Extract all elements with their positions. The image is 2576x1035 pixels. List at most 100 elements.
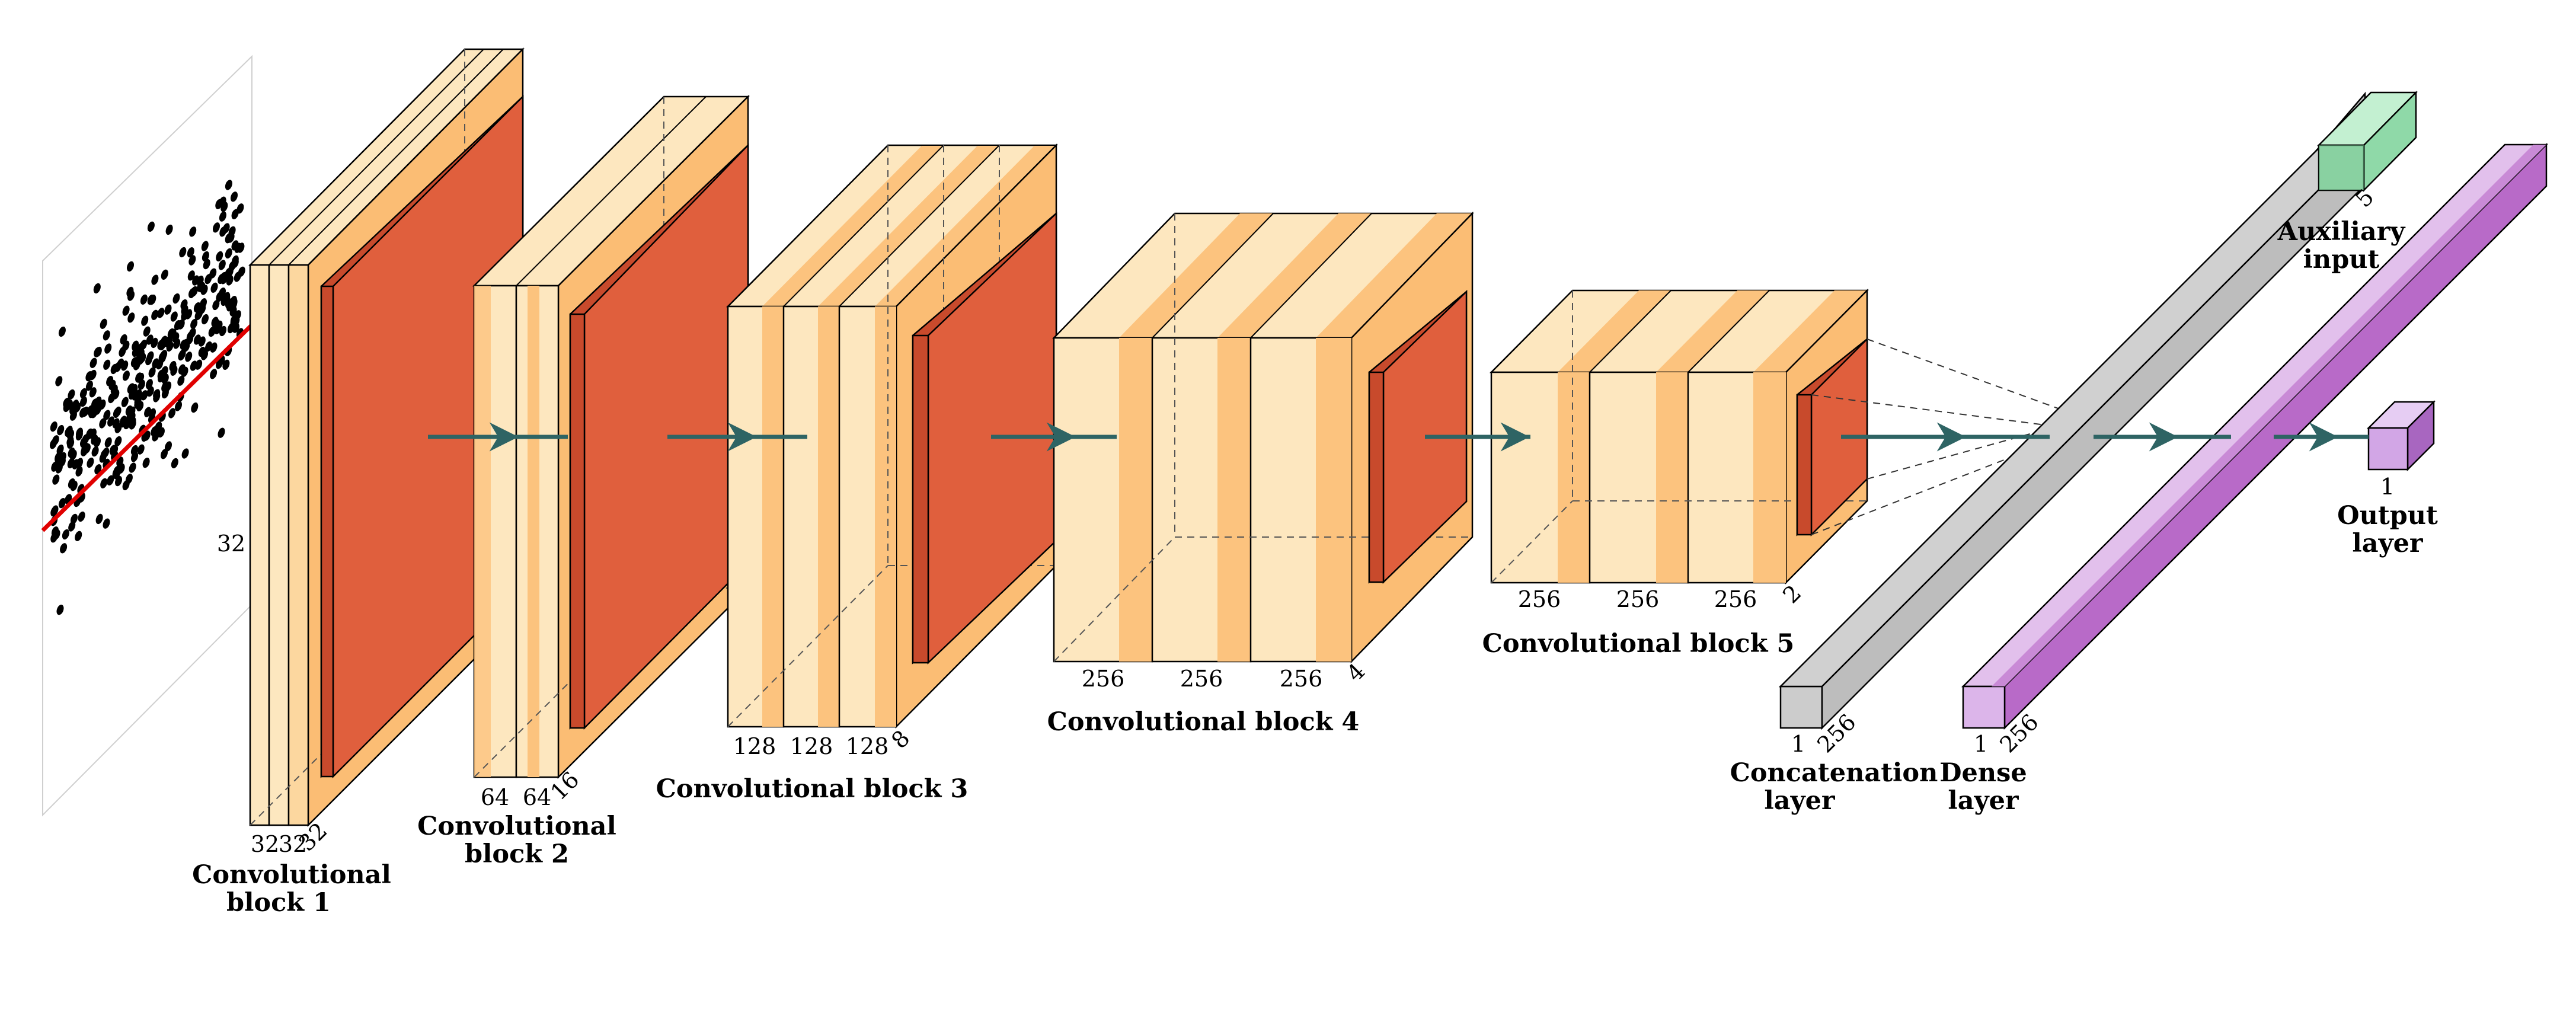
scatter-point	[89, 387, 97, 398]
scatter-point	[95, 513, 103, 525]
scatter-point	[190, 318, 198, 330]
scatter-point	[210, 369, 218, 379]
output-caption: layer	[2352, 529, 2424, 558]
block4-caption: Convolutional block 4	[1047, 707, 1360, 737]
scatter-point	[107, 475, 114, 485]
scatter-point	[181, 448, 189, 459]
scatter-point	[188, 328, 196, 338]
scatter-point	[178, 349, 186, 360]
scatter-point	[55, 376, 63, 386]
scatter-point	[146, 386, 154, 397]
block1-layer	[287, 264, 309, 826]
scatter-point	[76, 458, 84, 468]
scatter-point	[51, 461, 59, 472]
scatter-point	[93, 437, 101, 448]
scatter-point	[170, 311, 178, 322]
block4-top-stripe	[1119, 213, 1273, 338]
scatter-point	[201, 241, 209, 251]
scatter-point	[178, 364, 186, 375]
scatter-point	[238, 266, 245, 277]
scatter-point	[145, 354, 153, 366]
block3-layer-stripe	[818, 306, 839, 727]
scatter-point	[70, 481, 78, 491]
block3-layer-stripe	[875, 306, 896, 727]
scatter-point	[65, 400, 73, 410]
block5-top-stripe	[1753, 290, 1867, 372]
block3-pool-edge	[912, 334, 929, 664]
output-width-label: 1	[2380, 474, 2395, 500]
scatter-point	[174, 320, 181, 331]
scatter-point	[130, 452, 139, 462]
scatter-point	[215, 199, 223, 209]
scatter-point	[125, 405, 133, 416]
scatter-point	[52, 474, 60, 485]
scatter-point	[227, 322, 235, 334]
block5-layer-stripe	[1656, 372, 1688, 583]
scatter-point	[122, 370, 130, 381]
scatter-point	[103, 410, 111, 420]
scatter-point	[140, 294, 148, 305]
scatter-point	[170, 365, 178, 376]
scatter-point	[114, 475, 123, 487]
scatter-point	[100, 478, 108, 488]
scatter-point	[67, 438, 75, 449]
scatter-point	[148, 367, 156, 378]
scatter-point	[157, 339, 165, 350]
block3-width-label: 128	[790, 733, 833, 759]
scatter-point	[99, 418, 107, 429]
block1-pool-edge	[320, 285, 334, 778]
conv-block-5: 256 256 256 2 Convolutional block 5	[1482, 288, 1869, 659]
scatter-point	[122, 340, 130, 351]
scatter-point	[144, 407, 152, 417]
scatter-point	[79, 388, 87, 399]
scatter-point	[79, 396, 87, 407]
scatter-point	[225, 248, 232, 259]
scatter-point	[146, 334, 154, 345]
block5-depth-lines	[1589, 290, 1770, 373]
scatter-point	[90, 357, 97, 368]
scatter-point	[126, 261, 135, 272]
block2-depth-lines	[516, 96, 707, 286]
scatter-point	[57, 424, 65, 436]
scatter-point	[180, 339, 187, 350]
block4-layer-stripe	[1119, 338, 1152, 662]
scatter-point	[111, 445, 119, 455]
scatter-point	[69, 449, 77, 461]
concat-width-label: 1	[1791, 731, 1805, 757]
block3-top-stripe	[875, 145, 1056, 306]
scatter-point	[192, 275, 200, 286]
scatter-point	[165, 224, 173, 235]
scatter-point	[93, 283, 101, 294]
concat-front	[1779, 685, 1823, 729]
scatter-point	[75, 531, 82, 541]
block4-top-stripe	[1217, 213, 1372, 338]
scatter-point	[219, 325, 227, 337]
scatter-point	[165, 337, 172, 348]
scatter-point	[157, 308, 165, 318]
block2-width-label: 64	[523, 784, 551, 810]
scatter-point	[187, 247, 194, 258]
scatter-point	[185, 352, 193, 362]
block1-caption: block 1	[226, 888, 331, 918]
block2-layer-stripe	[474, 286, 491, 777]
scatter-point	[157, 427, 165, 438]
block2-caption: Convolutional	[417, 812, 616, 841]
dense-top-stripe	[1992, 145, 2546, 686]
block2-pool-edge	[569, 313, 586, 729]
scatter-point	[179, 247, 187, 258]
scatter-point	[79, 407, 87, 418]
scatter-point	[172, 293, 180, 304]
conv-block-2: 64 64 16 Convolutional block 2	[417, 94, 750, 869]
scatter-point	[62, 529, 69, 540]
block4-pool-edge	[1368, 371, 1385, 583]
scatter-point	[212, 222, 220, 233]
scatter-point	[153, 389, 161, 400]
scatter-point	[114, 362, 122, 372]
scatter-point	[230, 299, 238, 310]
scatter-point	[129, 419, 136, 430]
scatter-point	[230, 191, 238, 202]
scatter-point	[78, 511, 85, 522]
aux-caption: Auxiliary	[2277, 217, 2406, 247]
scatter-point	[85, 371, 93, 382]
block3-layer-stripe	[762, 306, 784, 727]
